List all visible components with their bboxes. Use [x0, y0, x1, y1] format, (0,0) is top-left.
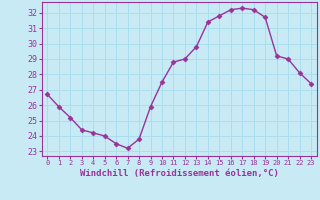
X-axis label: Windchill (Refroidissement éolien,°C): Windchill (Refroidissement éolien,°C) [80, 169, 279, 178]
